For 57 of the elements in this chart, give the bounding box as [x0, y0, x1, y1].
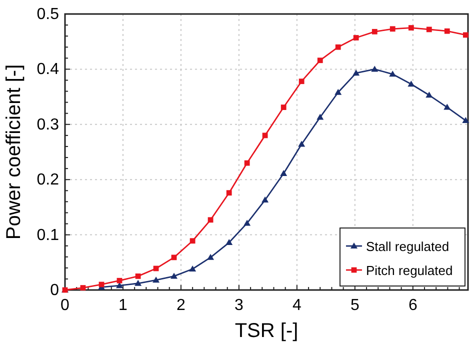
y-tick-label: 0.3	[36, 116, 60, 134]
x-tick-label: 0	[60, 297, 70, 314]
point	[372, 28, 378, 34]
point	[353, 35, 359, 40]
point	[390, 26, 396, 32]
point	[135, 274, 141, 279]
point	[116, 282, 124, 288]
point	[244, 160, 250, 166]
point	[426, 92, 433, 98]
y-tick-label: 0.4	[36, 61, 60, 78]
point	[226, 190, 232, 196]
x-tick-label: 5	[350, 297, 360, 314]
y-tick-label: 0.2	[36, 172, 60, 189]
point	[152, 276, 160, 283]
x-tick-label: 3	[234, 297, 244, 314]
point	[280, 170, 288, 176]
point	[208, 217, 214, 223]
point	[189, 266, 196, 272]
x-tick-label: 6	[408, 297, 418, 314]
point	[280, 104, 286, 110]
point	[207, 254, 214, 260]
point	[316, 114, 324, 120]
point	[371, 66, 378, 72]
point	[352, 70, 360, 76]
point	[116, 278, 122, 284]
point	[262, 196, 269, 203]
legend-label: Stall regulated	[366, 239, 450, 254]
point	[134, 280, 142, 286]
point	[80, 285, 86, 290]
x-tick-label: 4	[292, 297, 302, 314]
point	[190, 238, 196, 244]
point	[444, 104, 451, 110]
point	[444, 28, 450, 34]
point	[298, 140, 306, 147]
point	[226, 239, 233, 246]
y-tick-label: 0.5	[36, 6, 60, 23]
point	[171, 254, 177, 260]
point	[317, 58, 323, 64]
x-axis-title: TSR [-]	[234, 320, 298, 342]
x-tick-label: 2	[176, 297, 186, 314]
point	[408, 25, 414, 30]
point	[298, 78, 304, 84]
point	[170, 272, 178, 279]
x-tick-label: 1	[118, 297, 128, 314]
point	[262, 132, 268, 138]
point	[389, 70, 396, 77]
y-tick-label: 0.1	[36, 226, 60, 244]
point	[408, 80, 415, 87]
point	[334, 88, 342, 95]
legend-label: Pitch regulated	[366, 263, 453, 278]
y-tick-label: 0	[50, 282, 60, 299]
point	[335, 44, 341, 50]
point	[244, 220, 251, 226]
point	[462, 32, 468, 38]
point	[462, 117, 470, 124]
y-axis-title: Power coefficient [-]	[3, 64, 25, 240]
point	[426, 26, 432, 32]
